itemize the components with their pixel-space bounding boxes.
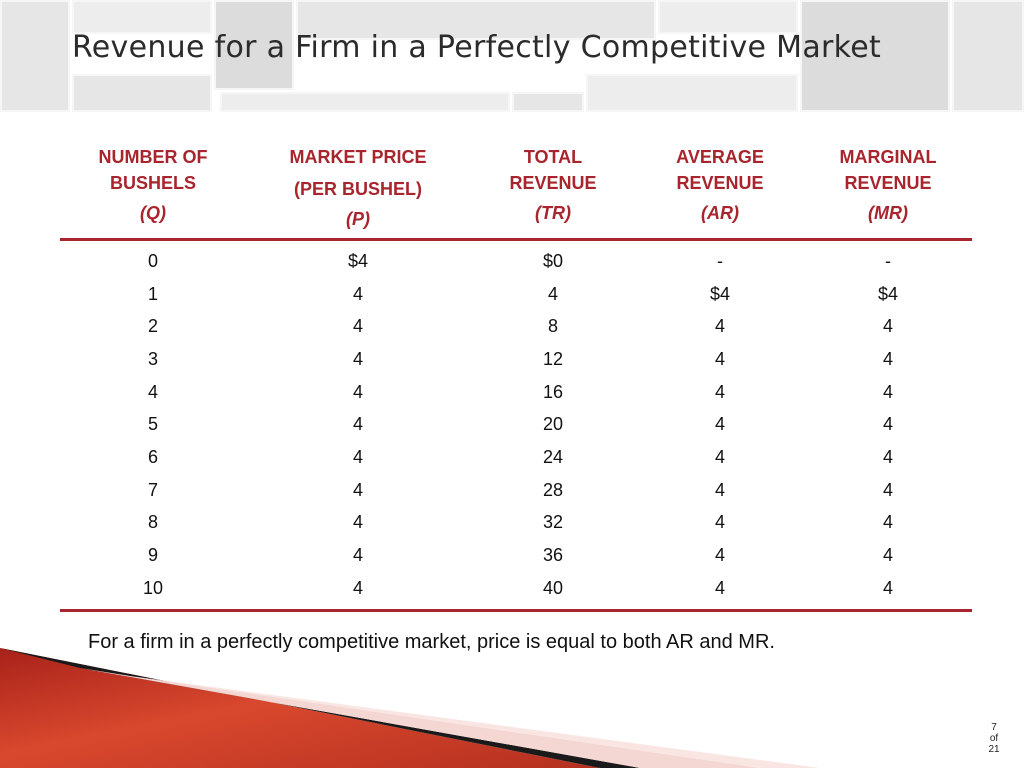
table-cell: 4	[352, 283, 363, 304]
table-cell: 7	[147, 479, 158, 500]
table-cell: 4	[352, 479, 363, 500]
table-cell: 4	[352, 446, 363, 467]
table-cell: 1	[147, 283, 158, 304]
table-cell: 4	[547, 283, 558, 304]
table-cell: 4	[714, 316, 725, 337]
table-cell: 4	[714, 381, 725, 402]
revenue-table: NUMBER OF BUSHELS (Q) MARKET PRICE (PER …	[60, 140, 972, 612]
table-cell: 4	[882, 381, 893, 402]
table-cell: 4	[352, 381, 363, 402]
table-row: 7 4 28 4 4	[60, 474, 972, 507]
table-cell: 24	[542, 446, 564, 467]
table-cell: $0	[542, 250, 564, 271]
table-cell: $4	[877, 283, 899, 304]
table-cell: 4	[352, 512, 363, 533]
table-cell: 4	[714, 446, 725, 467]
table-cell: 4	[882, 512, 893, 533]
table-row: 3 4 12 4 4	[60, 343, 972, 376]
table-cell: 4	[804, 571, 972, 612]
table-cell: -	[885, 250, 891, 271]
table-cell: 4	[714, 348, 725, 369]
header-tile-pattern	[0, 0, 1024, 112]
table-row: 9 4 36 4 4	[60, 539, 972, 572]
table-row: 5 4 20 4 4	[60, 408, 972, 441]
table-cell: 3	[147, 348, 158, 369]
table-cell: 4	[714, 479, 725, 500]
header-total-revenue: TOTAL REVENUE (TR)	[470, 140, 636, 241]
header-marginal-revenue: MARGINAL REVENUE (MR)	[804, 140, 972, 241]
table-cell: 4	[714, 545, 725, 566]
table-cell: 4	[246, 571, 470, 612]
table-cell: 4	[636, 571, 804, 612]
table-cell: 10	[60, 571, 246, 612]
table-cell: 36	[542, 545, 564, 566]
table-cell: 4	[882, 414, 893, 435]
table-cell: $4	[709, 283, 731, 304]
header-average-revenue: AVERAGE REVENUE (AR)	[636, 140, 804, 241]
header-quantity: NUMBER OF BUSHELS (Q)	[60, 140, 246, 241]
slide-note: For a firm in a perfectly competitive ma…	[88, 631, 775, 653]
header-market-price: MARKET PRICE (PER BUSHEL) (P)	[246, 140, 470, 241]
table-cell: 20	[542, 414, 564, 435]
table-cell: 4	[882, 545, 893, 566]
table-cell: 6	[147, 446, 158, 467]
table-cell: 28	[542, 479, 564, 500]
table-row: 1 4 4 $4 $4	[60, 278, 972, 311]
table-row: 0 $4 $0 - -	[60, 240, 972, 278]
page-number: 7 of 21	[988, 722, 1000, 755]
table-cell: 4	[882, 316, 893, 337]
table-cell: 4	[352, 414, 363, 435]
table-cell: 16	[542, 381, 564, 402]
table-cell: 4	[882, 479, 893, 500]
table-cell: -	[717, 250, 723, 271]
table-cell: 32	[542, 512, 564, 533]
table-row: 8 4 32 4 4	[60, 507, 972, 540]
table-row: 10 4 40 4 4	[60, 571, 972, 612]
table-cell: 4	[352, 316, 363, 337]
table-row: 6 4 24 4 4	[60, 441, 972, 474]
table-cell: 12	[542, 348, 564, 369]
table-header-row: NUMBER OF BUSHELS (Q) MARKET PRICE (PER …	[60, 140, 972, 241]
table-cell: 4	[147, 381, 158, 402]
table-cell: 4	[352, 348, 363, 369]
table-cell: 4	[714, 414, 725, 435]
table-cell: 4	[882, 446, 893, 467]
table-cell: 40	[470, 571, 636, 612]
table-cell: 9	[147, 545, 158, 566]
table-cell: $4	[347, 250, 369, 271]
table-row: 2 4 8 4 4	[60, 310, 972, 343]
table-cell: 8	[147, 512, 158, 533]
table-cell: 0	[147, 250, 158, 271]
table-body: 0 $4 $0- -1 4 4 $4 $4 2 4 8 4 4 3 4 12 4 4 4 4 16 4 4 5 4 20 4 4 6 4 2…	[60, 240, 972, 612]
decorative-swoosh	[0, 648, 820, 768]
table-cell: 4	[882, 348, 893, 369]
table-cell: 8	[547, 316, 558, 337]
slide-title: Revenue for a Firm in a Perfectly Compet…	[72, 30, 882, 65]
table-cell: 4	[714, 512, 725, 533]
table-cell: 4	[352, 545, 363, 566]
table-cell: 2	[147, 316, 158, 337]
table-row: 4 4 16 4 4	[60, 376, 972, 409]
table-cell: 5	[147, 414, 158, 435]
